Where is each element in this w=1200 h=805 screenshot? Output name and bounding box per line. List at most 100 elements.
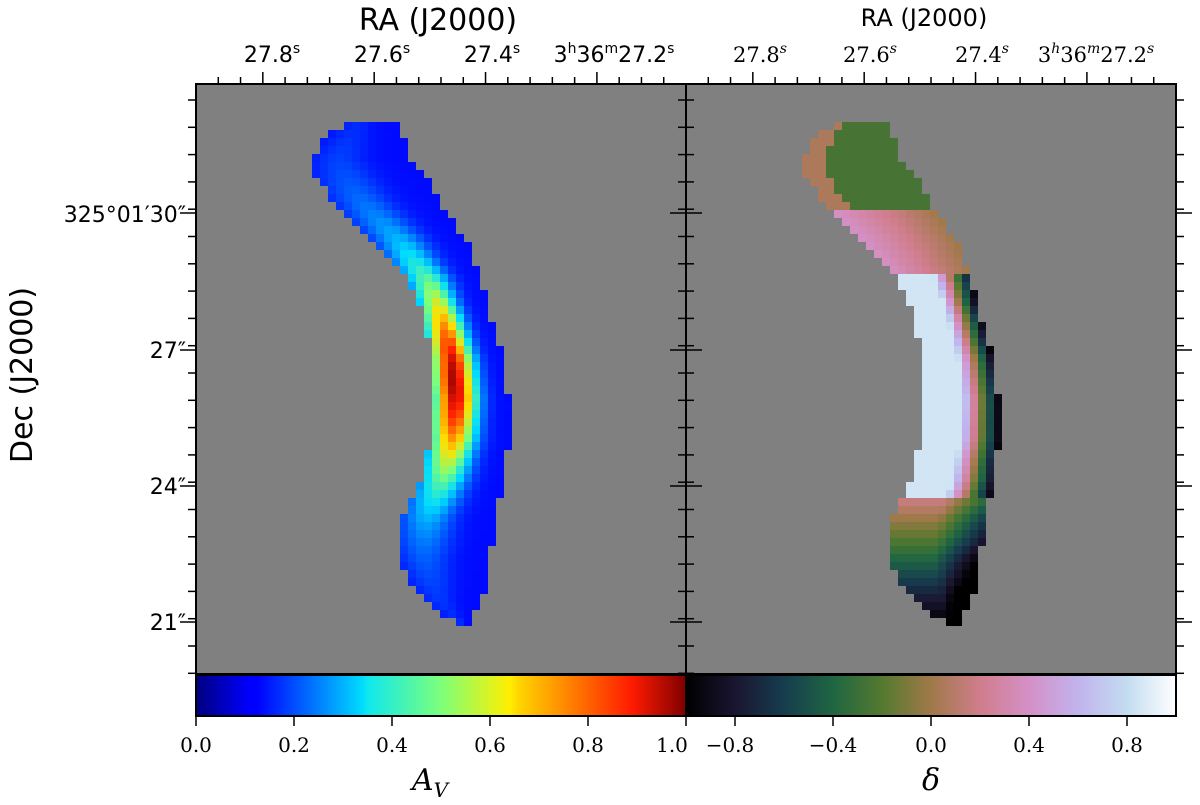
av-pixel: [448, 282, 456, 290]
av-pixel: [432, 490, 440, 498]
av-pixel: [424, 234, 432, 242]
av-pixel: [448, 514, 456, 522]
delta-pixel: [914, 282, 922, 290]
delta-pixel: [874, 202, 882, 210]
av-pixel: [392, 194, 400, 202]
delta-pixel: [930, 386, 938, 394]
av-pixel: [472, 426, 480, 434]
delta-pixel: [954, 274, 962, 282]
av-pixel: [456, 290, 464, 298]
delta-pixel: [906, 498, 914, 506]
av-pixel: [328, 162, 336, 170]
delta-pixel: [986, 354, 994, 362]
delta-pixel: [986, 378, 994, 386]
av-pixel: [440, 610, 448, 618]
av-pixel: [440, 210, 448, 218]
delta-pixel: [946, 610, 954, 618]
av-pixel: [424, 514, 432, 522]
delta-pixel: [890, 250, 898, 258]
colorbar-ticks: [195, 716, 1128, 726]
delta-pixel: [858, 170, 866, 178]
delta-pixel: [922, 394, 930, 402]
delta-pixel: [922, 402, 930, 410]
delta-pixel: [922, 498, 930, 506]
av-pixel: [464, 450, 472, 458]
delta-pixel: [922, 314, 930, 322]
delta-pixel: [922, 346, 930, 354]
av-pixel: [448, 402, 456, 410]
av-pixel: [440, 490, 448, 498]
av-pixel: [376, 186, 384, 194]
av-pixel: [496, 402, 504, 410]
av-pixel: [472, 490, 480, 498]
delta-pixel: [898, 522, 906, 530]
delta-pixel: [994, 442, 1002, 450]
av-pixel: [440, 570, 448, 578]
delta-pixel: [882, 242, 890, 250]
av-pixel: [400, 218, 408, 226]
av-pixel: [408, 546, 416, 554]
av-pixel: [376, 154, 384, 162]
av-pixel: [432, 410, 440, 418]
delta-pixel: [930, 338, 938, 346]
av-pixel: [384, 250, 392, 258]
av-pixel: [448, 322, 456, 330]
delta-pixel: [962, 338, 970, 346]
delta-pixel: [890, 226, 898, 234]
av-pixel: [384, 122, 392, 130]
delta-pixel: [938, 530, 946, 538]
delta-pixel: [930, 426, 938, 434]
av-pixel: [472, 370, 480, 378]
av-pixel: [432, 594, 440, 602]
av-pixel: [416, 570, 424, 578]
av-pixel: [448, 354, 456, 362]
av-pixel: [464, 258, 472, 266]
delta-pixel: [930, 250, 938, 258]
av-pixel: [416, 258, 424, 266]
delta-pixel: [930, 226, 938, 234]
av-pixel: [432, 370, 440, 378]
delta-pixel: [946, 594, 954, 602]
delta-pixel: [954, 482, 962, 490]
av-pixel: [424, 306, 432, 314]
av-pixel: [440, 530, 448, 538]
av-pixel: [464, 378, 472, 386]
delta-pixel: [842, 146, 850, 154]
av-pixel: [408, 514, 416, 522]
delta-pixel: [850, 130, 858, 138]
delta-pixel: [898, 578, 906, 586]
delta-pixel: [930, 410, 938, 418]
delta-pixel: [962, 530, 970, 538]
av-pixel: [424, 554, 432, 562]
delta-pixel: [994, 394, 1002, 402]
av-pixel: [480, 506, 488, 514]
av-pixel: [448, 386, 456, 394]
delta-pixel: [930, 594, 938, 602]
delta-pixel: [826, 146, 834, 154]
av-pixel: [480, 434, 488, 442]
delta-pixel: [938, 562, 946, 570]
av-pixel: [480, 442, 488, 450]
av-pixel: [456, 570, 464, 578]
delta-pixel: [874, 154, 882, 162]
delta-pixel: [938, 386, 946, 394]
left-top-tick-label: 27.6s: [354, 41, 410, 68]
av-pixel: [400, 266, 408, 274]
delta-pixel: [938, 594, 946, 602]
av-pixel: [352, 154, 360, 162]
delta-pixel: [922, 458, 930, 466]
av-pixel: [464, 290, 472, 298]
av-pixel: [448, 306, 456, 314]
av-pixel: [416, 538, 424, 546]
av-pixel: [456, 434, 464, 442]
delta-pixel: [954, 410, 962, 418]
av-pixel: [432, 506, 440, 514]
delta-pixel: [922, 202, 930, 210]
av-pixel: [440, 586, 448, 594]
av-pixel: [456, 458, 464, 466]
delta-pixel: [890, 178, 898, 186]
delta-pixel: [866, 186, 874, 194]
av-pixel: [488, 474, 496, 482]
delta-pixel: [898, 186, 906, 194]
delta-pixel: [938, 554, 946, 562]
